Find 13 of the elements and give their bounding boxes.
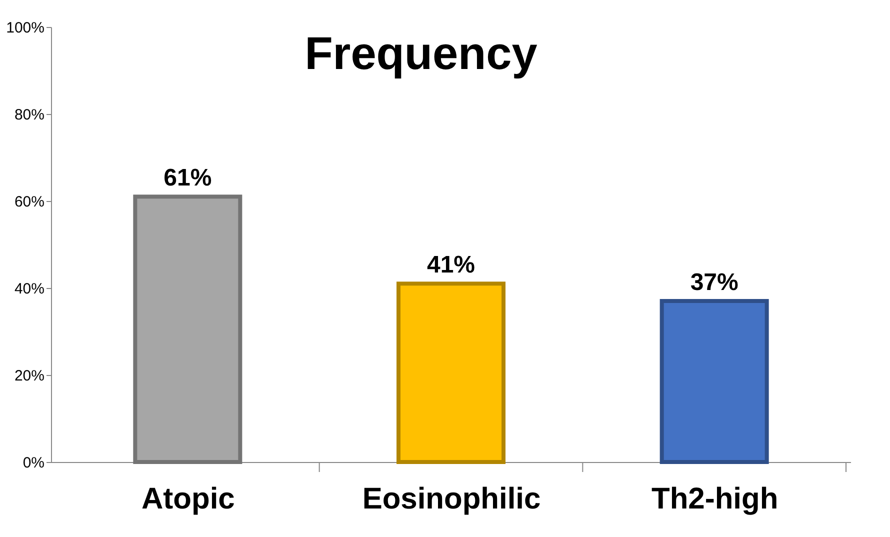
y-tick-label: 20% — [14, 368, 44, 384]
y-tick-label: 60% — [14, 194, 44, 210]
data-label: 41% — [426, 252, 476, 279]
x-tick-label: Th2-high — [652, 482, 778, 516]
x-tick-label: Atopic — [142, 482, 235, 516]
data-label: 37% — [690, 269, 738, 296]
chart-title: Frequency — [304, 27, 538, 79]
y-tick-label: 0% — [22, 454, 44, 472]
x-tick-label: Eosinophilic — [362, 482, 541, 516]
y-tick-label: 40% — [14, 280, 44, 298]
y-tick-label: 80% — [14, 106, 44, 124]
data-label: 61% — [164, 164, 212, 192]
y-tick-label: 100% — [6, 20, 44, 36]
